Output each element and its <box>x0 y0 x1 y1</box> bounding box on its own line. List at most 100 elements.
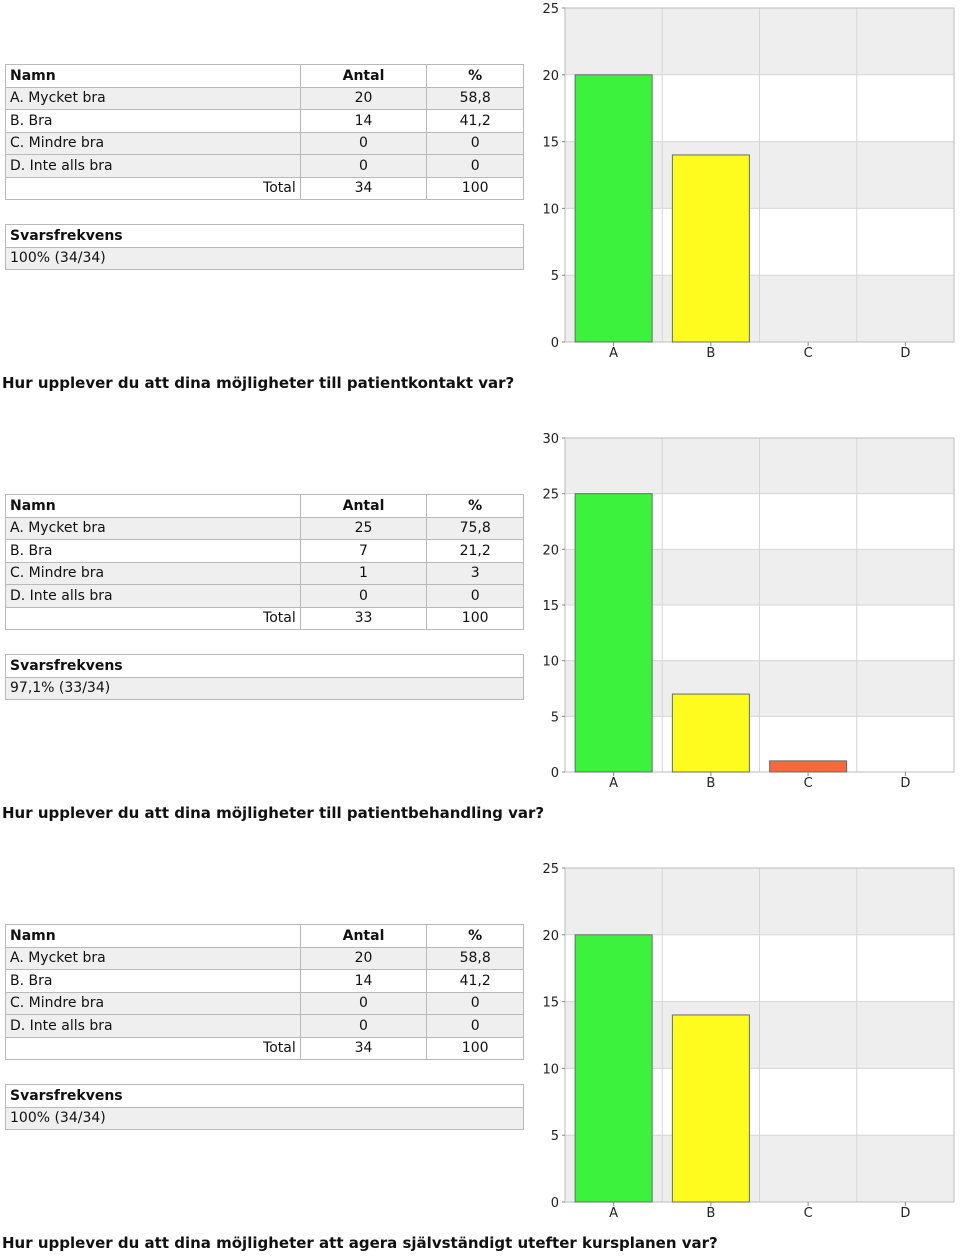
response-rate-table: Svarsfrekvens 97,1% (33/34) <box>5 654 524 700</box>
option-count: 0 <box>299 131 428 155</box>
bar-chart: 0 5 10 15 20 25 30 A B C D <box>542 432 955 791</box>
option-count: 1 <box>299 561 428 585</box>
option-name: A. Mycket bra <box>5 946 301 970</box>
y-tick-label: 25 <box>542 488 559 503</box>
response-rate-value: 100% (34/34) <box>5 1106 524 1130</box>
option-percent: 3 <box>426 561 524 585</box>
y-tick-label: 5 <box>551 710 559 725</box>
x-tick-label: C <box>804 776 813 791</box>
header-percent: % <box>426 64 524 88</box>
y-tick-label: 10 <box>542 655 559 670</box>
question-title: Hur upplever du att dina möjligheter att… <box>2 1234 718 1252</box>
total-percent: 100 <box>426 176 524 200</box>
y-tick-label: 20 <box>542 929 559 944</box>
option-name: A. Mycket bra <box>5 516 301 540</box>
header-percent: % <box>426 494 524 518</box>
table-row: D. Inte alls bra 0 0 <box>5 584 524 608</box>
x-tick-label: A <box>609 346 618 361</box>
option-count: 14 <box>299 109 428 133</box>
x-tick-label: C <box>804 1206 813 1221</box>
total-count: 34 <box>299 176 428 200</box>
y-tick-label: 25 <box>542 2 559 17</box>
option-percent: 58,8 <box>426 86 524 110</box>
option-percent: 41,2 <box>426 109 524 133</box>
response-rate-label: Svarsfrekvens <box>5 1084 524 1108</box>
frequency-table: Namn Antal % A. Mycket bra 25 75,8 B. Br… <box>5 494 524 630</box>
bar-B <box>671 693 750 773</box>
y-tick-label: 5 <box>551 269 559 284</box>
x-tick-label: B <box>706 346 715 361</box>
option-percent: 75,8 <box>426 516 524 540</box>
option-count: 7 <box>299 539 428 563</box>
table-row: B. Bra 14 41,2 <box>5 969 524 993</box>
option-count: 20 <box>299 86 428 110</box>
option-percent: 0 <box>426 131 524 155</box>
bar-B <box>671 154 750 343</box>
total-percent: 100 <box>426 606 524 630</box>
table-row: A. Mycket bra 25 75,8 <box>5 516 524 540</box>
x-tick-label: A <box>609 776 618 791</box>
total-row: Total 34 100 <box>5 1036 524 1060</box>
y-tick-label: 0 <box>551 1196 559 1211</box>
total-count: 34 <box>299 1036 428 1060</box>
table-row: D. Inte alls bra 0 0 <box>5 1014 524 1038</box>
header-count: Antal <box>299 494 428 518</box>
option-percent: 0 <box>426 991 524 1015</box>
option-percent: 0 <box>426 584 524 608</box>
y-tick-label: 20 <box>542 543 559 558</box>
response-rate-value: 97,1% (33/34) <box>5 676 524 700</box>
option-count: 0 <box>299 584 428 608</box>
total-percent: 100 <box>426 1036 524 1060</box>
y-tick-label: 0 <box>551 766 559 781</box>
table-row: D. Inte alls bra 0 0 <box>5 154 524 178</box>
x-tick-label: B <box>706 776 715 791</box>
response-rate-label: Svarsfrekvens <box>5 654 524 678</box>
bar-chart: 0 5 10 15 20 25 A B C D <box>542 862 955 1221</box>
option-name: D. Inte alls bra <box>5 1014 301 1038</box>
option-percent: 0 <box>426 1014 524 1038</box>
bar-C <box>769 760 848 773</box>
response-rate-table: Svarsfrekvens 100% (34/34) <box>5 224 524 270</box>
plot-frame <box>564 7 955 343</box>
bar-chart: 0 5 10 15 20 25 A B C D <box>542 2 955 361</box>
x-tick-label: C <box>804 346 813 361</box>
y-tick-label: 15 <box>542 599 559 614</box>
question-title: Hur upplever du att dina möjligheter til… <box>2 804 545 822</box>
response-rate-table: Svarsfrekvens 100% (34/34) <box>5 1084 524 1130</box>
option-name: B. Bra <box>5 539 301 563</box>
option-name: C. Mindre bra <box>5 131 301 155</box>
y-tick-label: 25 <box>542 862 559 877</box>
y-tick-label: 15 <box>542 996 559 1011</box>
x-tick-label: D <box>900 346 910 361</box>
option-percent: 58,8 <box>426 946 524 970</box>
header-count: Antal <box>299 64 428 88</box>
option-count: 0 <box>299 154 428 178</box>
header-percent: % <box>426 924 524 948</box>
frequency-table: Namn Antal % A. Mycket bra 20 58,8 B. Br… <box>5 64 524 200</box>
header-name: Namn <box>5 924 301 948</box>
frequency-table: Namn Antal % A. Mycket bra 20 58,8 B. Br… <box>5 924 524 1060</box>
option-name: C. Mindre bra <box>5 561 301 585</box>
total-label: Total <box>5 1036 301 1060</box>
y-tick-label: 30 <box>542 432 559 447</box>
x-tick-label: B <box>706 1206 715 1221</box>
bar-A <box>574 74 653 343</box>
total-row: Total 33 100 <box>5 606 524 630</box>
total-label: Total <box>5 176 301 200</box>
option-percent: 41,2 <box>426 969 524 993</box>
table-row: C. Mindre bra 0 0 <box>5 991 524 1015</box>
option-name: B. Bra <box>5 109 301 133</box>
total-label: Total <box>5 606 301 630</box>
option-name: D. Inte alls bra <box>5 154 301 178</box>
table-row: C. Mindre bra 1 3 <box>5 561 524 585</box>
question-title: Hur upplever du att dina möjligheter til… <box>2 374 515 392</box>
x-tick-label: D <box>900 1206 910 1221</box>
option-count: 25 <box>299 516 428 540</box>
y-tick-label: 20 <box>542 69 559 84</box>
y-tick-label: 0 <box>551 336 559 351</box>
table-row: A. Mycket bra 20 58,8 <box>5 946 524 970</box>
header-count: Antal <box>299 924 428 948</box>
y-tick-label: 5 <box>551 1129 559 1144</box>
option-count: 14 <box>299 969 428 993</box>
bar-B <box>671 1014 750 1203</box>
